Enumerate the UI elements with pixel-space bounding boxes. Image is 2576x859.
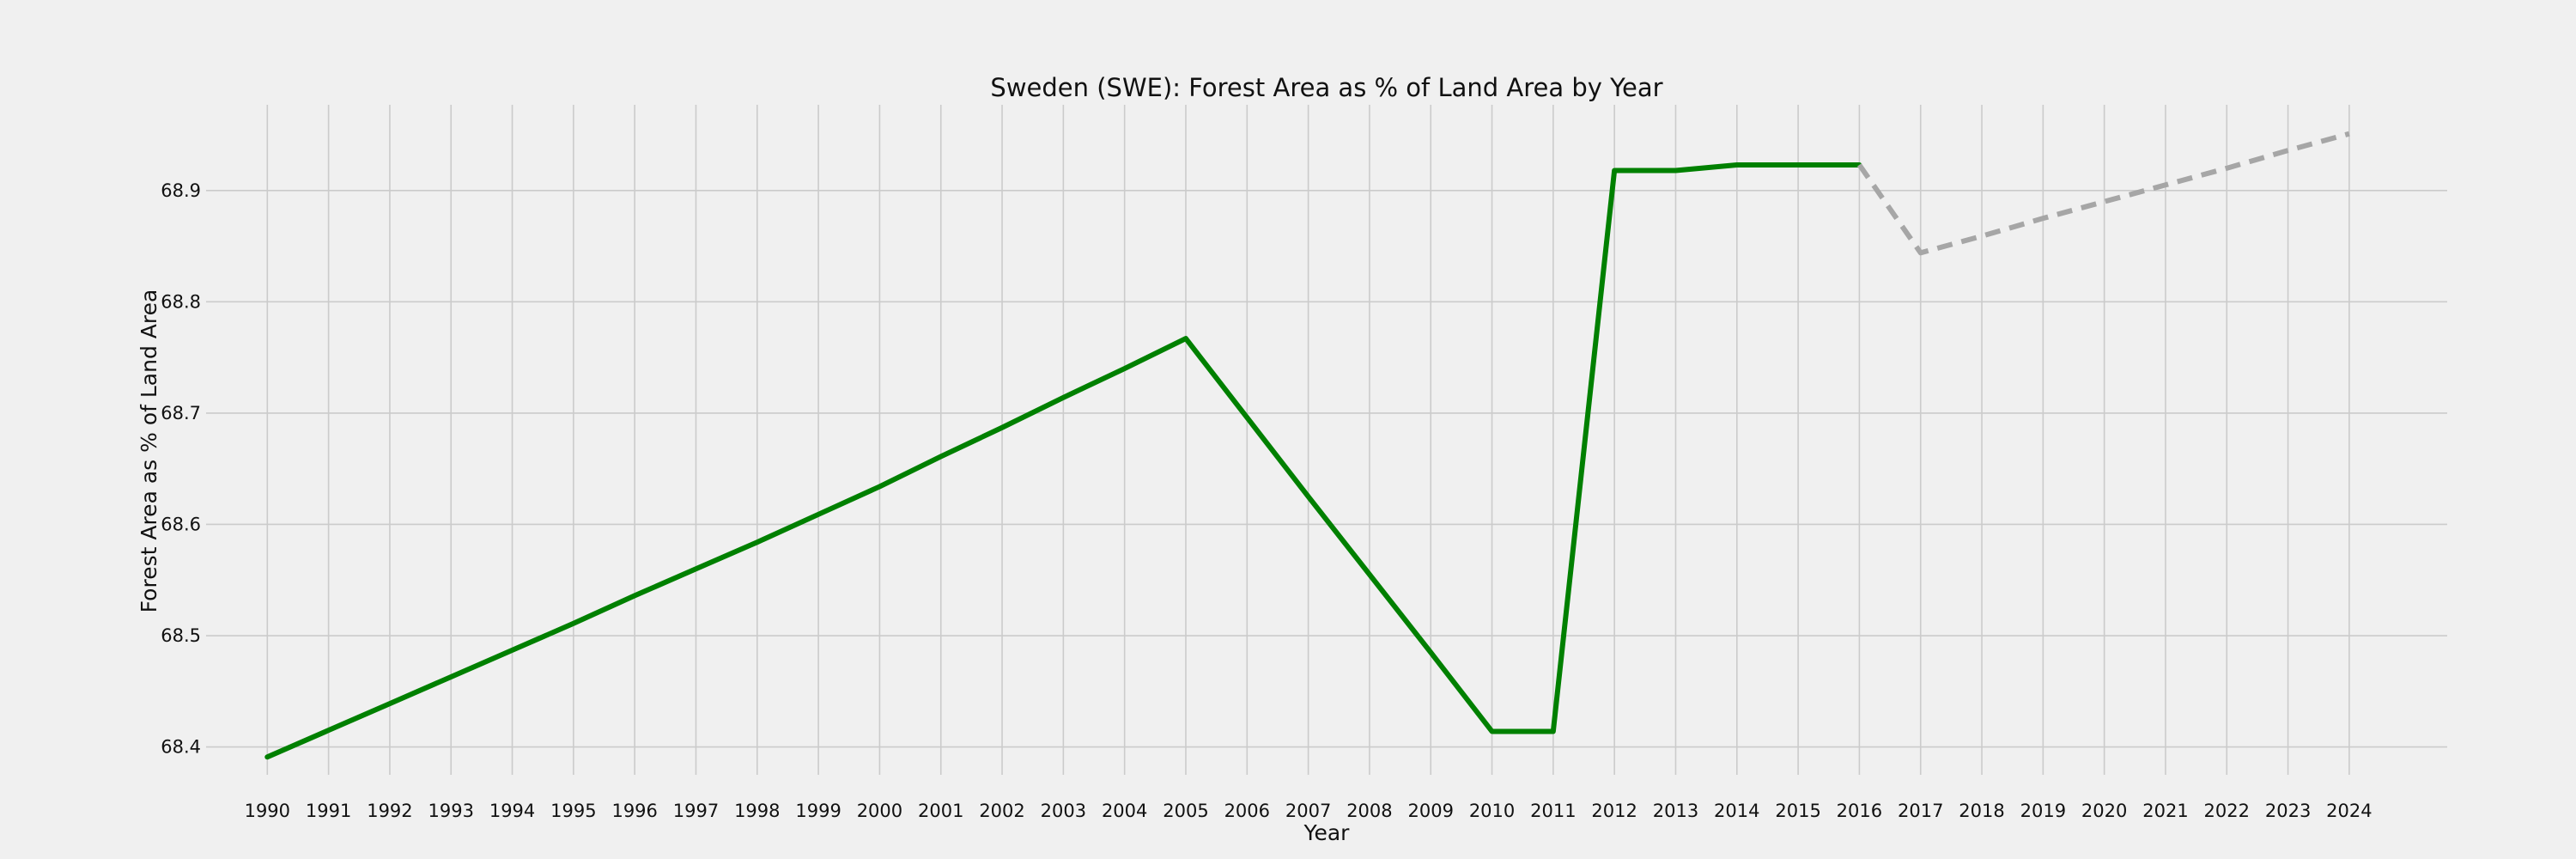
x-tick-label: 2007 [1285,801,1331,821]
x-tick-label: 1991 [306,801,351,821]
x-tick-label: 2000 [857,801,902,821]
x-tick-labels: 1990 1991 1992 1993 1994 1995 1996 1997 1998 1999… [245,801,2372,821]
x-tick-label: 2022 [2204,801,2250,821]
x-tick-label: 2008 [1346,801,1392,821]
x-tick-label: 1994 [489,801,535,821]
x-tick-label: 2005 [1163,801,1208,821]
x-tick-label: 2003 [1041,801,1086,821]
x-tick-label: 2013 [1653,801,1698,821]
y-tick-label: 68.9 [161,180,201,201]
x-tick-label: 2024 [2326,801,2372,821]
x-tick-label: 2004 [1102,801,1147,821]
x-tick-label: 2015 [1775,801,1820,821]
x-tick-label: 2017 [1898,801,1943,821]
x-tick-label: 2021 [2142,801,2188,821]
x-tick-label: 2011 [1530,801,1576,821]
chart-title: Sweden (SWE): Forest Area as % of Land A… [990,73,1662,102]
y-tick-label: 68.7 [161,403,201,423]
x-tick-label: 2012 [1591,801,1637,821]
series-layer [264,131,2350,760]
x-tick-label: 1992 [367,801,412,821]
x-tick-label: 2023 [2265,801,2311,821]
x-tick-label: 1997 [673,801,719,821]
y-tick-label: 68.6 [161,514,201,534]
y-tick-label: 68.5 [161,625,201,646]
x-tick-label: 1993 [428,801,474,821]
grid [206,105,2447,775]
projection-line [1856,131,2350,256]
x-tick-label: 2016 [1837,801,1882,821]
x-tick-label: 2009 [1408,801,1454,821]
y-tick-labels: 68.4 68.5 68.6 68.7 68.8 68.9 [161,180,201,758]
x-tick-label: 2006 [1224,801,1270,821]
y-tick-label: 68.4 [161,737,201,758]
x-tick-label: 2002 [979,801,1024,821]
x-tick-label: 1995 [550,801,596,821]
x-tick-label: 2019 [2020,801,2066,821]
x-tick-label: 2020 [2081,801,2127,821]
x-tick-label: 1999 [795,801,841,821]
x-tick-label: 2018 [1959,801,2004,821]
y-tick-label: 68.8 [161,291,201,312]
x-tick-label: 2010 [1469,801,1515,821]
x-axis-label: Year [1303,820,1351,845]
x-tick-label: 2014 [1714,801,1759,821]
x-tick-label: 1996 [611,801,657,821]
x-tick-label: 1990 [245,801,290,821]
y-axis-label: Forest Area as % of Land Area [137,289,161,613]
x-tick-label: 2001 [918,801,963,821]
x-tick-label: 1998 [734,801,780,821]
